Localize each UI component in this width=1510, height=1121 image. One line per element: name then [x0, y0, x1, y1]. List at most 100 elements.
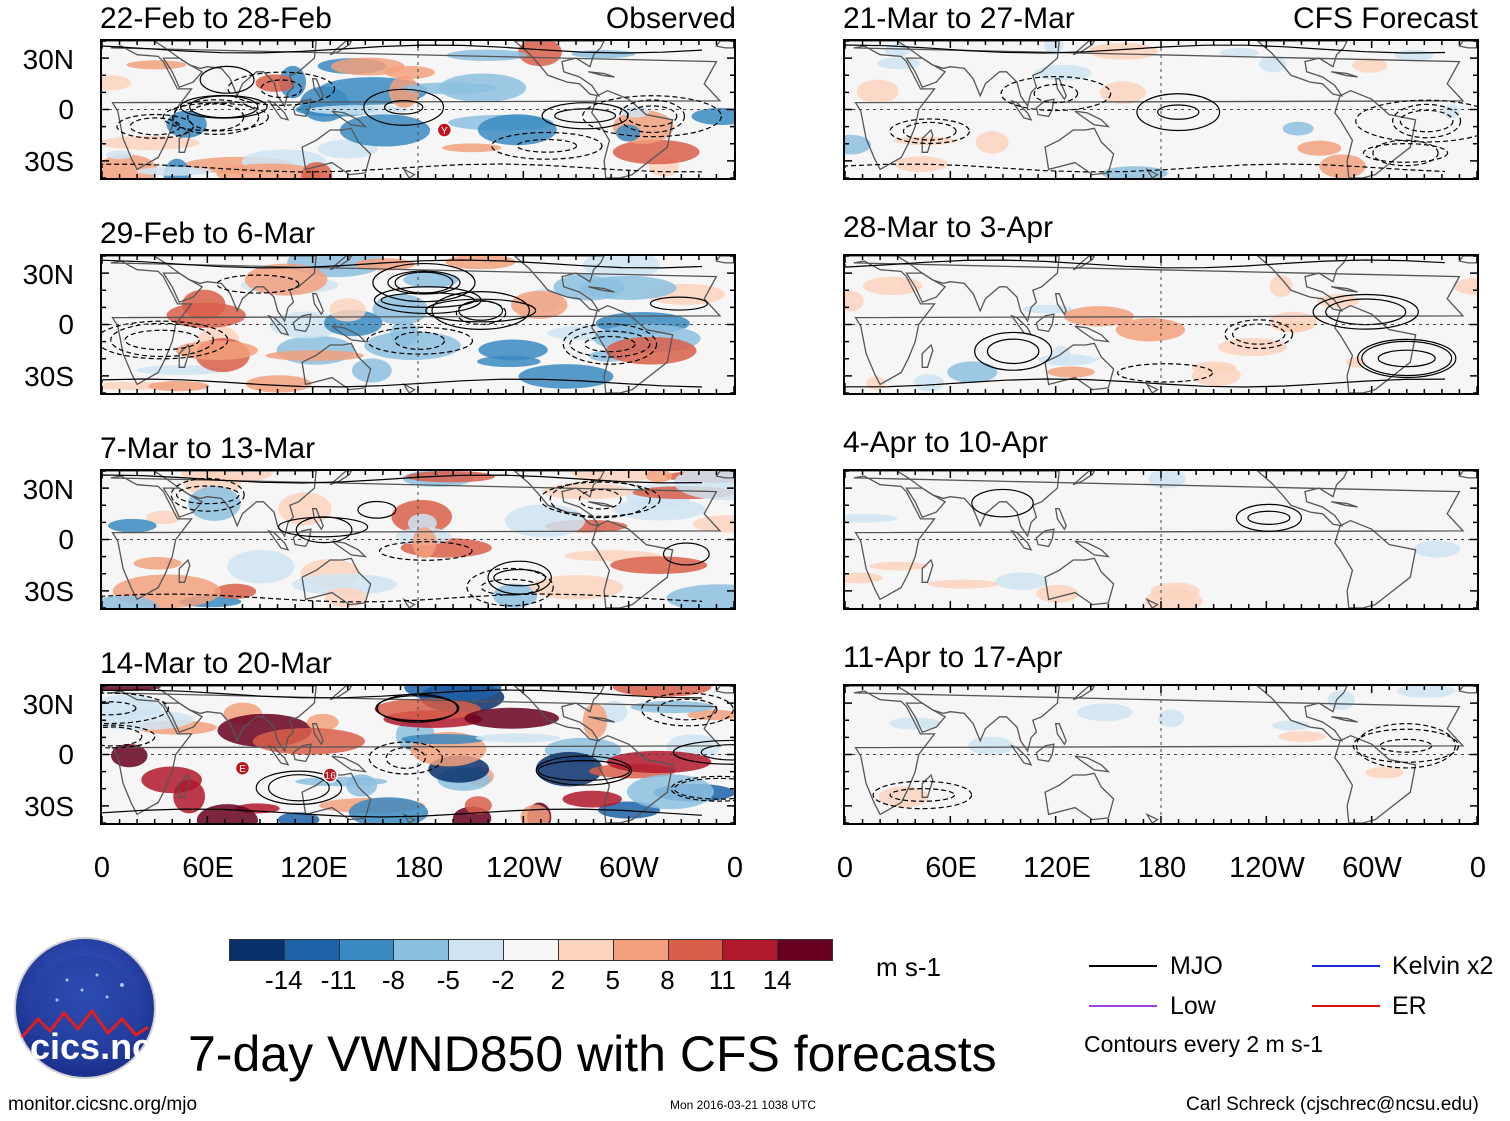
- panel-title-obs-1: 22-Feb to 28-Feb: [100, 2, 332, 35]
- lat-label-0: 0: [58, 524, 74, 555]
- map-panel-forecast-3: [843, 469, 1479, 610]
- wind-anomaly-field: [102, 256, 725, 393]
- logo-ring-text: Cooperative Institute for Climate and Sa…: [22, 990, 23, 991]
- wave-marker-label: E: [239, 764, 246, 775]
- lat-label-30s: 30S: [24, 146, 74, 177]
- legend-line-kelvin: [1312, 965, 1380, 967]
- lon-label-right-120w: 120W: [1229, 852, 1305, 884]
- wave-marker-label: Y: [441, 126, 448, 137]
- legend-line-er: [1312, 1005, 1380, 1007]
- panel-title-fcst-2: 28-Mar to 3-Apr: [843, 211, 1054, 244]
- wave-marker-label: 16: [325, 771, 337, 782]
- lat-label-0: 0: [58, 94, 74, 125]
- coastlines: [845, 41, 1477, 178]
- wave-marker: [234, 760, 251, 776]
- map-panel-observed-4: E 16: [100, 684, 736, 825]
- colorbar-swatch: [283, 939, 340, 961]
- lat-label-30n: 30N: [22, 44, 74, 75]
- mjo-contours: [102, 474, 710, 607]
- map-panel-forecast-2: [843, 254, 1479, 395]
- wave-marker: [436, 122, 453, 138]
- legend-label-er: ER: [1392, 992, 1427, 1020]
- lon-label-left-0: 0: [93, 852, 111, 884]
- map-canvas: [845, 686, 1477, 823]
- colorbar-units: m s-1: [876, 952, 941, 982]
- wind-anomaly-field: [845, 41, 1461, 178]
- lon-label-left-0-end: 0: [726, 852, 744, 884]
- panel-title-obs-3: 7-Mar to 13-Mar: [100, 432, 316, 465]
- colorbar-tick-label: -5: [436, 965, 460, 995]
- lat-label-30n: 30N: [22, 259, 74, 290]
- panel-title-obs-4: 14-Mar to 20-Mar: [100, 647, 332, 680]
- map-panel-forecast-4: [843, 684, 1479, 825]
- colorbar-tick-label: 8: [660, 965, 675, 995]
- legend-line-mjo: [1089, 965, 1157, 967]
- map-panel-observed-1: Y: [100, 39, 736, 180]
- lat-label-0: 0: [58, 309, 74, 340]
- legend-note: Contours every 2 m s-1: [1084, 1031, 1324, 1057]
- mjo-contours: [102, 689, 734, 818]
- lon-label-right-120e: 120E: [1023, 852, 1091, 884]
- colorbar-tick-label: -2: [491, 965, 515, 995]
- lon-label-right-60w: 60W: [1342, 852, 1402, 884]
- lat-label-30n: 30N: [22, 689, 74, 720]
- colorbar-tick-label: -8: [381, 965, 406, 995]
- lat-label-30s: 30S: [24, 791, 74, 822]
- panel-title-obs-2: 29-Feb to 6-Mar: [100, 217, 316, 250]
- lon-label-left-60e: 60E: [182, 852, 234, 884]
- colorbar-tick-label: -11: [320, 965, 357, 995]
- figure-title: 7-day VWND850 with CFS forecasts: [188, 1026, 997, 1082]
- lon-label-right-60e: 60E: [925, 852, 977, 884]
- legend-line-low: [1089, 1005, 1157, 1007]
- map-canvas: E 16: [102, 686, 734, 823]
- map-canvas: [102, 256, 734, 393]
- logo-text: cics.nc: [30, 1026, 153, 1067]
- coastlines: [845, 256, 1477, 393]
- map-canvas: Y: [102, 41, 734, 178]
- map-panel-observed-3: [100, 469, 736, 610]
- mjo-contours: [102, 259, 708, 388]
- lat-label-0: 0: [58, 739, 74, 770]
- mjo-contours: [845, 44, 1477, 173]
- map-canvas: [845, 471, 1477, 608]
- lat-label-30s: 30S: [24, 361, 74, 392]
- colorbar-swatch: [777, 939, 833, 961]
- coastlines: [102, 686, 734, 823]
- mjo-contours: [971, 488, 1302, 532]
- mjo-contours: [102, 44, 722, 173]
- map-panel-forecast-1: [843, 39, 1479, 180]
- lon-label-left-60w: 60W: [599, 852, 659, 884]
- map-canvas: [102, 471, 734, 608]
- legend-label-mjo: MJO: [1170, 952, 1223, 980]
- colorbar-tick-label: 2: [550, 965, 566, 995]
- lon-label-left-180: 180: [394, 852, 444, 884]
- lon-label-right-180: 180: [1137, 852, 1187, 884]
- observed-tag: Observed: [605, 2, 736, 35]
- wind-anomaly-field: [845, 275, 1477, 392]
- lat-label-30n: 30N: [22, 474, 74, 505]
- colorbar-swatch: [722, 939, 779, 961]
- colorbar-swatch: [448, 939, 505, 961]
- lon-label-left-120w: 120W: [486, 852, 562, 884]
- colorbar-tick-label: 14: [762, 965, 792, 995]
- lat-label-30s: 30S: [24, 576, 74, 607]
- footer-url[interactable]: monitor.cicsnc.org/mjo: [8, 1094, 198, 1115]
- wind-anomaly-field: [845, 471, 1461, 608]
- cicsnc-logo: [12, 935, 158, 1081]
- colorbar-swatch: [338, 939, 395, 961]
- panel-title-fcst-3: 4-Apr to 10-Apr: [843, 426, 1049, 459]
- footer-timestamp: Mon 2016-03-21 1038 UTC: [670, 1098, 817, 1112]
- lon-label-left-120e: 120E: [280, 852, 348, 884]
- colorbar-swatch: [612, 939, 669, 961]
- colorbar-swatch: [667, 939, 724, 961]
- colorbar-swatch: [503, 939, 559, 961]
- cfs-forecast-tag: CFS Forecast: [1292, 2, 1478, 35]
- legend-label-kelvin: Kelvin x2: [1392, 952, 1494, 980]
- legend-label-low: Low: [1170, 992, 1216, 1020]
- coastlines: [102, 471, 734, 608]
- logo-icon: [14, 937, 156, 1079]
- colorbar-swatch: [229, 939, 285, 961]
- map-canvas: [845, 256, 1477, 393]
- map-panel-observed-2: [100, 254, 736, 395]
- mjo-contours: [872, 723, 1460, 810]
